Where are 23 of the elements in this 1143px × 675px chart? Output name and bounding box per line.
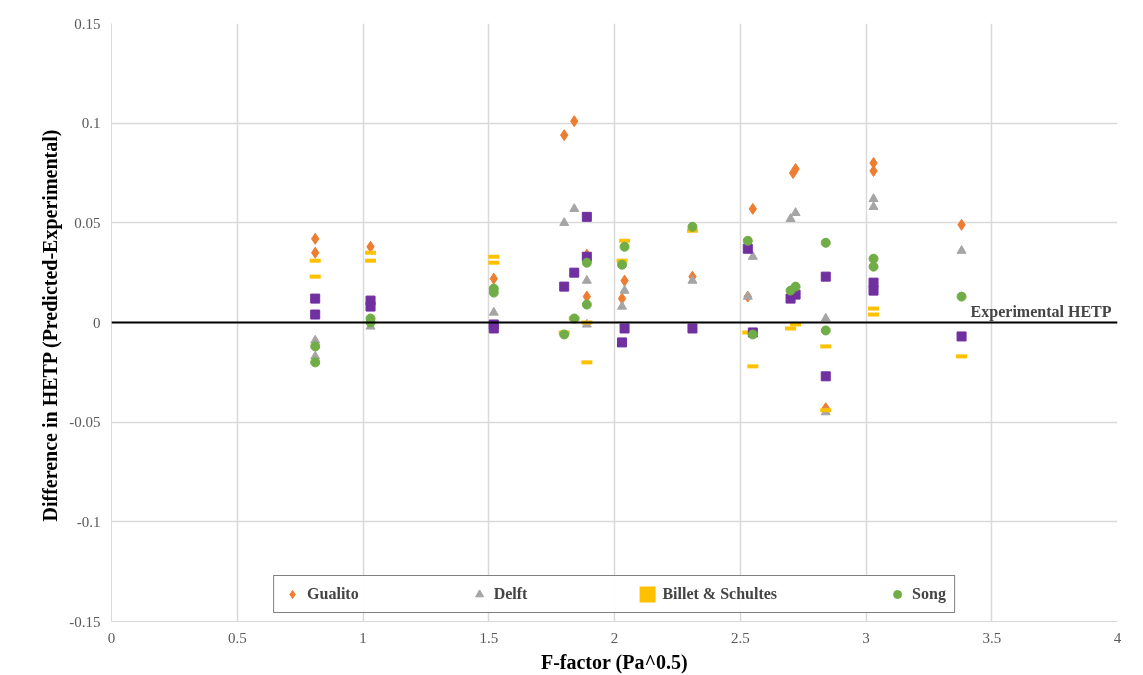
y-axis-title: Difference in HETP (Predicted-Experimental) xyxy=(39,129,63,522)
x-tick-label: 0 xyxy=(107,629,116,646)
y-tick-label: 0.1 xyxy=(81,115,101,132)
x-tick-label: 2.5 xyxy=(730,629,750,646)
y-tick-label: 0 xyxy=(93,314,101,331)
y-tick-label: 0.05 xyxy=(74,214,101,231)
x-tick-label: 4 xyxy=(1113,629,1122,646)
x-axis-title: F-factor (Pa^0.5) xyxy=(540,650,688,674)
x-tick-label: 0.5 xyxy=(227,629,247,646)
y-tick-label: -0.1 xyxy=(76,513,101,530)
x-tick-label: 2 xyxy=(610,629,619,646)
x-tick-label: 1.5 xyxy=(479,629,499,646)
x-tick-label: 3.5 xyxy=(982,629,1002,646)
legend-label: Billet & Schultes xyxy=(662,585,778,603)
y-tick-label: 0.15 xyxy=(74,15,101,32)
x-tick-label: 3 xyxy=(862,629,870,646)
legend-label: Delft xyxy=(493,585,528,603)
x-tick-label: 1 xyxy=(359,629,367,646)
legend-label: Song xyxy=(912,585,946,603)
y-tick-label: -0.05 xyxy=(69,414,101,431)
legend-label: Gualito xyxy=(307,585,359,603)
y-tick-label: -0.15 xyxy=(69,613,101,630)
ref-line-label: Experimental HETP xyxy=(970,302,1112,321)
